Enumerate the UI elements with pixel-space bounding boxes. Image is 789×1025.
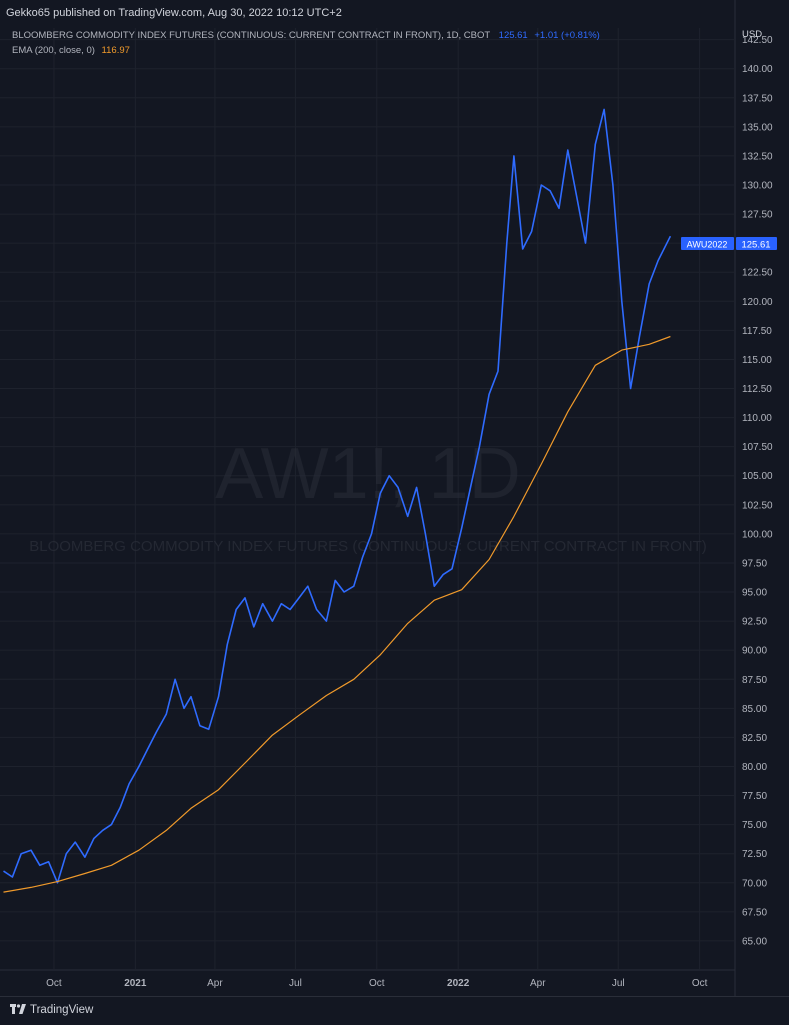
y-tick-label: 82.50 — [742, 733, 767, 744]
x-tick-label: Jul — [612, 978, 625, 989]
x-tick-label: Oct — [46, 978, 62, 989]
tradingview-logo-icon — [10, 1003, 26, 1017]
currency-label: USD — [742, 29, 763, 40]
ema-series-line[interactable] — [3, 335, 671, 893]
y-tick-label: 72.50 — [742, 849, 767, 860]
y-tick-label: 77.50 — [742, 791, 767, 802]
tradingview-logo[interactable]: TradingView — [10, 1003, 93, 1017]
price-change: +1.01 (+0.81%) — [534, 30, 600, 41]
y-tick-label: 90.00 — [742, 646, 767, 657]
y-tick-label: 115.00 — [742, 355, 772, 366]
y-tick-label: 112.50 — [742, 384, 772, 395]
y-tick-label: 92.50 — [742, 617, 767, 628]
price-series-line[interactable] — [3, 108, 672, 884]
y-tick-label: 130.00 — [742, 181, 773, 192]
y-tick-label: 87.50 — [742, 675, 767, 686]
last-price-tag-bg — [736, 237, 777, 250]
y-tick-label: 142.50 — [742, 35, 773, 46]
y-tick-label: 97.50 — [742, 558, 767, 569]
symbol-legend[interactable]: BLOOMBERG COMMODITY INDEX FUTURES (CONTI… — [12, 30, 600, 41]
y-tick-label: 120.00 — [742, 297, 773, 308]
last-price-tag: 125.61 — [741, 240, 770, 251]
y-tick-label: 95.00 — [742, 588, 767, 599]
x-tick-label: Oct — [692, 978, 708, 989]
y-tick-label: 132.50 — [742, 151, 773, 162]
y-tick-label: 75.00 — [742, 820, 767, 831]
ema-legend[interactable]: EMA (200, close, 0) 116.97 — [12, 45, 130, 56]
x-tick-label: Apr — [207, 978, 223, 989]
y-tick-label: 67.50 — [742, 907, 767, 918]
symbol-description: BLOOMBERG COMMODITY INDEX FUTURES (CONTI… — [12, 30, 491, 41]
x-tick-label: Apr — [530, 978, 546, 989]
x-tick-label: 2022 — [447, 978, 470, 989]
x-tick-label: Jul — [289, 978, 302, 989]
y-tick-label: 135.00 — [742, 122, 773, 133]
publish-header: Gekko65 published on TradingView.com, Au… — [6, 7, 342, 19]
footer-bar: TradingView — [0, 996, 789, 1025]
tradingview-brand: TradingView — [30, 1004, 94, 1016]
y-tick-label: 122.50 — [742, 268, 773, 279]
y-tick-label: 80.00 — [742, 762, 767, 773]
y-tick-label: 117.50 — [742, 326, 772, 337]
watermark-symbol: AW1!, 1D — [215, 434, 520, 514]
contract-tag: AWU2022 — [687, 240, 728, 250]
y-tick-label: 65.00 — [742, 936, 767, 947]
contract-tag-bg — [681, 237, 734, 250]
y-tick-label: 70.00 — [742, 878, 767, 889]
y-tick-label: 105.00 — [742, 471, 773, 482]
y-tick-label: 110.00 — [742, 413, 772, 424]
y-tick-label: 107.50 — [742, 442, 773, 453]
y-tick-label: 102.50 — [742, 500, 773, 511]
y-tick-label: 140.00 — [742, 64, 773, 75]
y-tick-label: 137.50 — [742, 93, 773, 104]
x-tick-label: 2021 — [124, 978, 147, 989]
last-price-value: 125.61 — [498, 30, 528, 41]
price-chart[interactable]: AW1!, 1D BLOOMBERG COMMODITY INDEX FUTUR… — [0, 0, 789, 996]
y-tick-label: 100.00 — [742, 529, 773, 540]
ema-value: 116.97 — [101, 45, 130, 56]
y-tick-label: 127.50 — [742, 210, 773, 221]
y-tick-label: 85.00 — [742, 704, 767, 715]
x-tick-label: Oct — [369, 978, 385, 989]
watermark-description: BLOOMBERG COMMODITY INDEX FUTURES (CONTI… — [29, 538, 707, 555]
ema-label: EMA (200, close, 0) — [12, 45, 95, 56]
